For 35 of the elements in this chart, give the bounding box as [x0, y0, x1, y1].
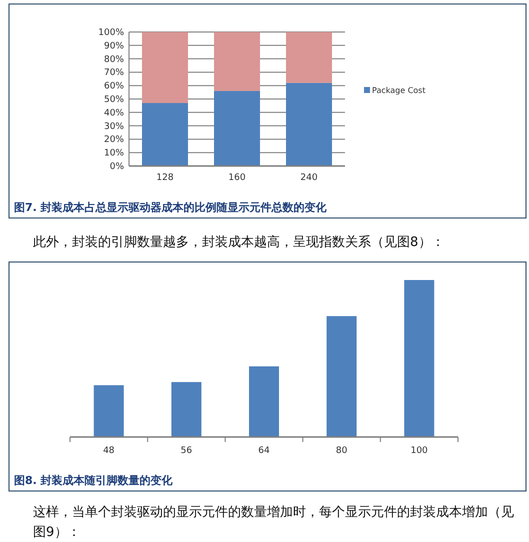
x-tick-label: 240	[300, 173, 318, 183]
x-tick-label: 160	[228, 173, 246, 183]
bar	[214, 90, 260, 166]
text: 图7. 封装成本占总显示驱动器成本的比例随显示元件总数的变化	[14, 201, 328, 214]
bar	[404, 280, 434, 437]
bar	[142, 32, 188, 104]
x-tick-label: 128	[156, 173, 174, 183]
x-tick-label: 100	[410, 446, 428, 456]
text: 这样，当单个封装驱动的显示元件的数量增加时，每个显示元件的封装成本增加（见图9）：	[33, 504, 515, 542]
y-tick-label: 20%	[104, 135, 124, 146]
bar	[171, 382, 202, 437]
y-tick-label: 90%	[104, 41, 124, 52]
text: 此外，封装的引脚数量越多，封装成本越高，呈现指数关系（见图8）：	[33, 234, 446, 252]
bar	[142, 103, 188, 166]
y-tick-label: 0%	[110, 162, 124, 172]
bar	[249, 366, 279, 437]
bar	[286, 82, 332, 166]
legend-label: Package Cost	[372, 86, 426, 95]
x-tick-label: 80	[336, 446, 348, 456]
text: 图8. 封装成本随引脚数量的变化	[14, 474, 174, 487]
y-tick-label: 50%	[104, 95, 124, 105]
y-tick-label: 60%	[104, 82, 124, 92]
y-tick-label: 10%	[104, 148, 124, 159]
x-tick-label: 56	[180, 446, 192, 456]
y-tick-label: 40%	[104, 108, 124, 118]
bar	[286, 32, 332, 83]
y-tick-label: 100%	[98, 28, 124, 38]
y-tick-label: 80%	[104, 54, 124, 65]
y-tick-label: 30%	[104, 122, 124, 132]
y-tick-label: 70%	[104, 68, 124, 78]
x-tick-label: 64	[258, 446, 270, 456]
x-tick-label: 48	[103, 446, 115, 456]
bar	[326, 316, 357, 437]
bar	[94, 385, 124, 437]
bar	[214, 32, 260, 91]
